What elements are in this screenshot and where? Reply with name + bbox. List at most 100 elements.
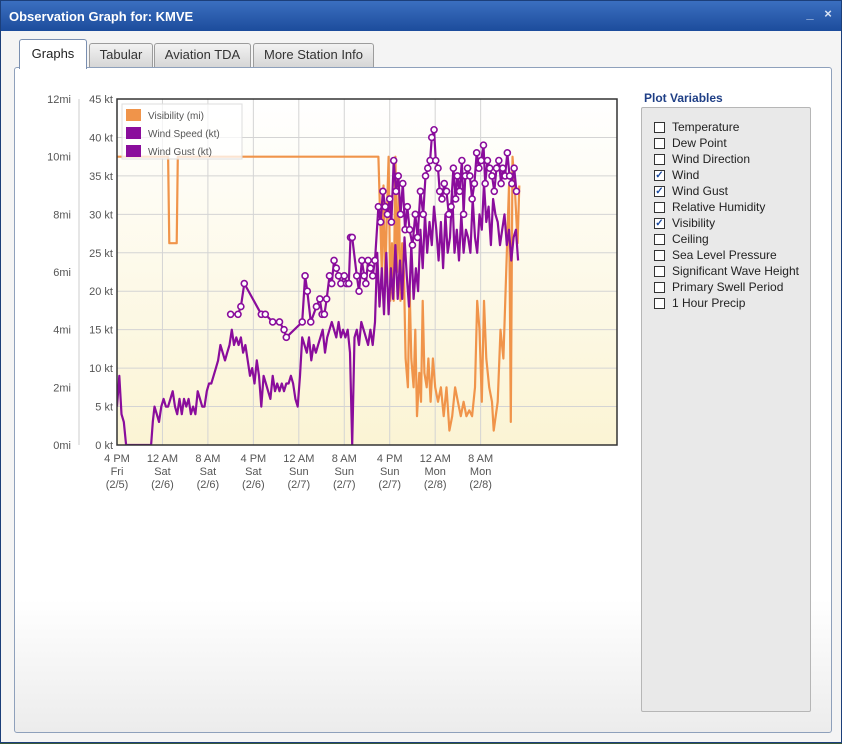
x-tick-label: Sun bbox=[334, 466, 354, 478]
x-tick-label: Fri bbox=[111, 466, 124, 478]
data-point-wind-gust-kt bbox=[392, 187, 400, 196]
data-point-wind-gust-kt bbox=[332, 264, 341, 272]
data-point-wind-gust-kt bbox=[398, 179, 407, 188]
y-right-tick-label: 30 kt bbox=[89, 209, 113, 221]
data-point-wind-gust-kt bbox=[268, 318, 277, 326]
data-point-wind-gust-kt bbox=[348, 233, 357, 242]
data-point-wind-gust-kt bbox=[419, 210, 428, 219]
data-point-wind-gust-kt bbox=[470, 179, 479, 188]
x-tick-label: 4 PM bbox=[104, 453, 130, 465]
checkbox-temperature[interactable] bbox=[654, 122, 665, 133]
data-point-wind-gust-kt bbox=[440, 179, 449, 188]
legend-box bbox=[121, 103, 243, 160]
checkbox-ceiling[interactable] bbox=[654, 234, 665, 245]
data-point-wind-gust-kt bbox=[355, 287, 363, 296]
data-point-wind-gust-kt bbox=[488, 172, 496, 180]
y-left-tick-label: 2mi bbox=[53, 382, 71, 394]
y-right-tick-label: 0 kt bbox=[95, 440, 113, 452]
data-point-wind-gust-kt bbox=[510, 164, 518, 172]
tab-graphs[interactable]: Graphs bbox=[19, 39, 87, 69]
tab-more-station-info[interactable]: More Station Info bbox=[253, 43, 374, 67]
series-line-visibility-mi bbox=[117, 155, 521, 432]
data-point-wind-gust-kt bbox=[453, 172, 462, 180]
checkbox-relative-humidity[interactable] bbox=[654, 202, 665, 213]
legend-swatch bbox=[126, 109, 141, 121]
checkbox-primary-swell-period[interactable] bbox=[654, 282, 665, 293]
data-point-wind-gust-kt bbox=[483, 156, 492, 165]
data-point-wind-gust-kt bbox=[458, 156, 466, 165]
data-point-wind-gust-kt bbox=[512, 187, 521, 196]
plot-var-label: Wind Gust bbox=[672, 184, 729, 198]
checkbox-visibility[interactable]: ✓ bbox=[654, 218, 665, 229]
data-point-wind-gust-kt bbox=[442, 187, 451, 196]
x-tick-label: Mon bbox=[424, 466, 445, 478]
legend-label: Visibility (mi) bbox=[148, 111, 204, 122]
data-point-wind-gust-kt bbox=[366, 264, 375, 272]
close-icon[interactable]: × bbox=[824, 6, 832, 21]
x-tick-label: 8 AM bbox=[332, 453, 357, 465]
x-tick-label: (2/7) bbox=[333, 479, 356, 491]
y-left-tick-label: 0mi bbox=[53, 440, 71, 452]
data-point-wind-gust-kt bbox=[466, 172, 474, 180]
series-line-wind-speed-kt bbox=[117, 182, 520, 445]
checkbox-1-hour-precip[interactable] bbox=[654, 298, 665, 309]
x-tick-label: 8 AM bbox=[195, 453, 220, 465]
legend-label: Wind Speed (kt) bbox=[148, 129, 220, 140]
plot-var-label: Relative Humidity bbox=[672, 200, 766, 214]
checkbox-wind-direction[interactable] bbox=[654, 154, 665, 165]
data-point-wind-gust-kt bbox=[394, 172, 403, 180]
data-point-wind-gust-kt bbox=[352, 272, 361, 280]
data-point-wind-gust-kt bbox=[449, 164, 458, 172]
plot-var-label: Primary Swell Period bbox=[672, 280, 784, 294]
x-tick-label: 4 PM bbox=[377, 453, 403, 465]
data-point-wind-gust-kt bbox=[368, 272, 377, 280]
tab-aviation-tda[interactable]: Aviation TDA bbox=[154, 43, 251, 67]
legend-label: Wind Gust (kt) bbox=[148, 147, 212, 158]
plot-var-label: Wind Direction bbox=[672, 152, 751, 166]
data-point-wind-gust-kt bbox=[430, 125, 438, 134]
data-point-wind-gust-kt bbox=[389, 156, 398, 165]
title-bar[interactable]: Observation Graph for: KMVE _ × bbox=[1, 1, 841, 31]
x-tick-label: 12 AM bbox=[147, 453, 178, 465]
y-left-tick-label: 6mi bbox=[53, 267, 71, 279]
data-point-wind-gust-kt bbox=[327, 279, 336, 288]
checkbox-significant-wave-height[interactable] bbox=[654, 266, 665, 277]
data-point-wind-gust-kt bbox=[320, 310, 329, 319]
checkbox-wind[interactable]: ✓ bbox=[654, 170, 665, 181]
data-point-wind-gust-kt bbox=[261, 310, 270, 319]
minimize-icon[interactable]: _ bbox=[806, 6, 814, 21]
y-right-tick-label: 25 kt bbox=[89, 248, 113, 260]
data-point-wind-gust-kt bbox=[498, 164, 507, 172]
data-point-wind-gust-kt bbox=[479, 141, 488, 149]
checkbox-sea-level-pressure[interactable] bbox=[654, 250, 665, 261]
data-point-wind-gust-kt bbox=[445, 210, 453, 219]
data-point-wind-gust-kt bbox=[387, 218, 396, 226]
x-tick-label: (2/8) bbox=[469, 479, 492, 491]
data-point-wind-gust-kt bbox=[360, 272, 368, 280]
checkbox-dew-point[interactable] bbox=[654, 138, 665, 149]
plot-var-label: Dew Point bbox=[672, 136, 727, 150]
data-point-wind-gust-kt bbox=[374, 202, 383, 211]
data-point-wind-gust-kt bbox=[490, 187, 499, 196]
data-point-wind-gust-kt bbox=[275, 318, 284, 326]
x-tick-label: (2/7) bbox=[288, 479, 311, 491]
x-tick-label: (2/8) bbox=[424, 479, 447, 491]
plot-variables-title: Plot Variables bbox=[644, 91, 723, 105]
x-tick-label: Mon bbox=[470, 466, 491, 478]
y-right-tick-label: 5 kt bbox=[95, 402, 113, 414]
x-tick-label: (2/6) bbox=[197, 479, 220, 491]
data-point-wind-gust-kt bbox=[376, 218, 385, 226]
data-point-wind-gust-kt bbox=[416, 187, 425, 196]
data-point-wind-gust-kt bbox=[431, 156, 440, 165]
window-title: Observation Graph for: KMVE bbox=[9, 9, 194, 24]
tab-tabular[interactable]: Tabular bbox=[89, 43, 153, 67]
data-point-wind-gust-kt bbox=[362, 279, 370, 288]
data-point-wind-gust-kt bbox=[234, 310, 242, 319]
data-point-wind-gust-kt bbox=[413, 233, 422, 242]
x-tick-label: 4 PM bbox=[241, 453, 267, 465]
data-point-wind-gust-kt bbox=[411, 210, 420, 219]
data-point-wind-gust-kt bbox=[237, 302, 245, 311]
checkbox-wind-gust[interactable]: ✓ bbox=[654, 186, 665, 197]
data-point-wind-gust-kt bbox=[381, 202, 389, 211]
data-point-wind-gust-kt bbox=[508, 179, 516, 188]
